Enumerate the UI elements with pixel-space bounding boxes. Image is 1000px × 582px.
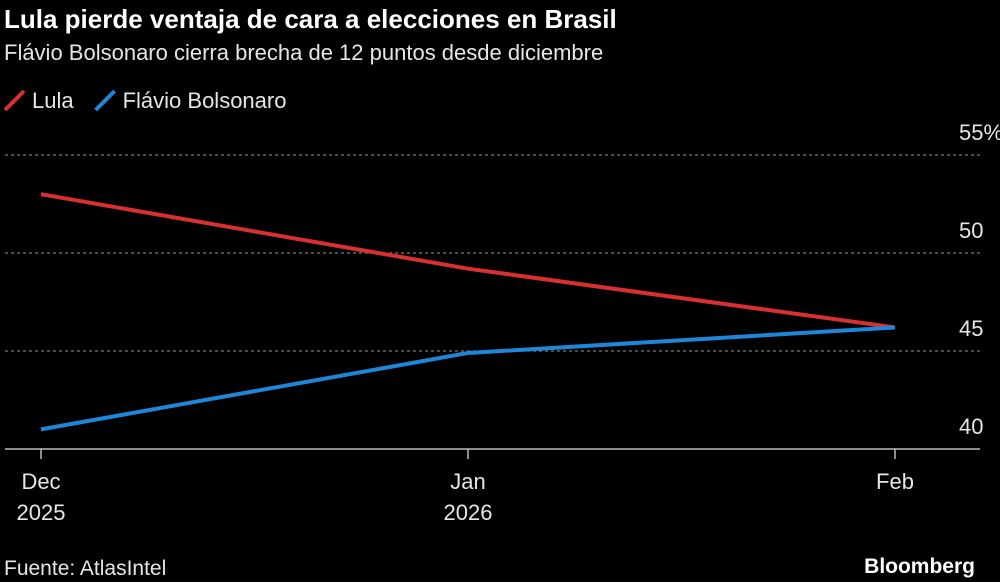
y-tick-label: 55%: [959, 120, 1000, 145]
x-tick-label-year: 2025: [17, 500, 66, 525]
legend-swatch: [3, 89, 26, 112]
series-line: [40, 325, 896, 432]
chart-title: Lula pierde ventaja de cara a elecciones…: [4, 4, 617, 34]
legend-label: Flávio Bolsonaro: [123, 88, 287, 113]
legend-swatch: [94, 89, 117, 112]
brand: Bloomberg: [864, 555, 975, 578]
chart-subtitle: Flávio Bolsonaro cierra brecha de 12 pun…: [4, 40, 603, 65]
y-tick-label: 40: [959, 414, 983, 439]
y-tick-label: 50: [959, 218, 983, 243]
legend-label: Lula: [32, 88, 74, 113]
source: Fuente: AtlasIntel: [4, 557, 166, 580]
x-tick-label: Dec: [21, 469, 60, 494]
x-tick-label: Jan: [450, 469, 485, 494]
series-line: [40, 192, 896, 330]
x-tick-label-year: 2026: [444, 500, 493, 525]
y-tick-label: 45: [959, 316, 983, 341]
x-tick-label: Feb: [876, 469, 914, 494]
